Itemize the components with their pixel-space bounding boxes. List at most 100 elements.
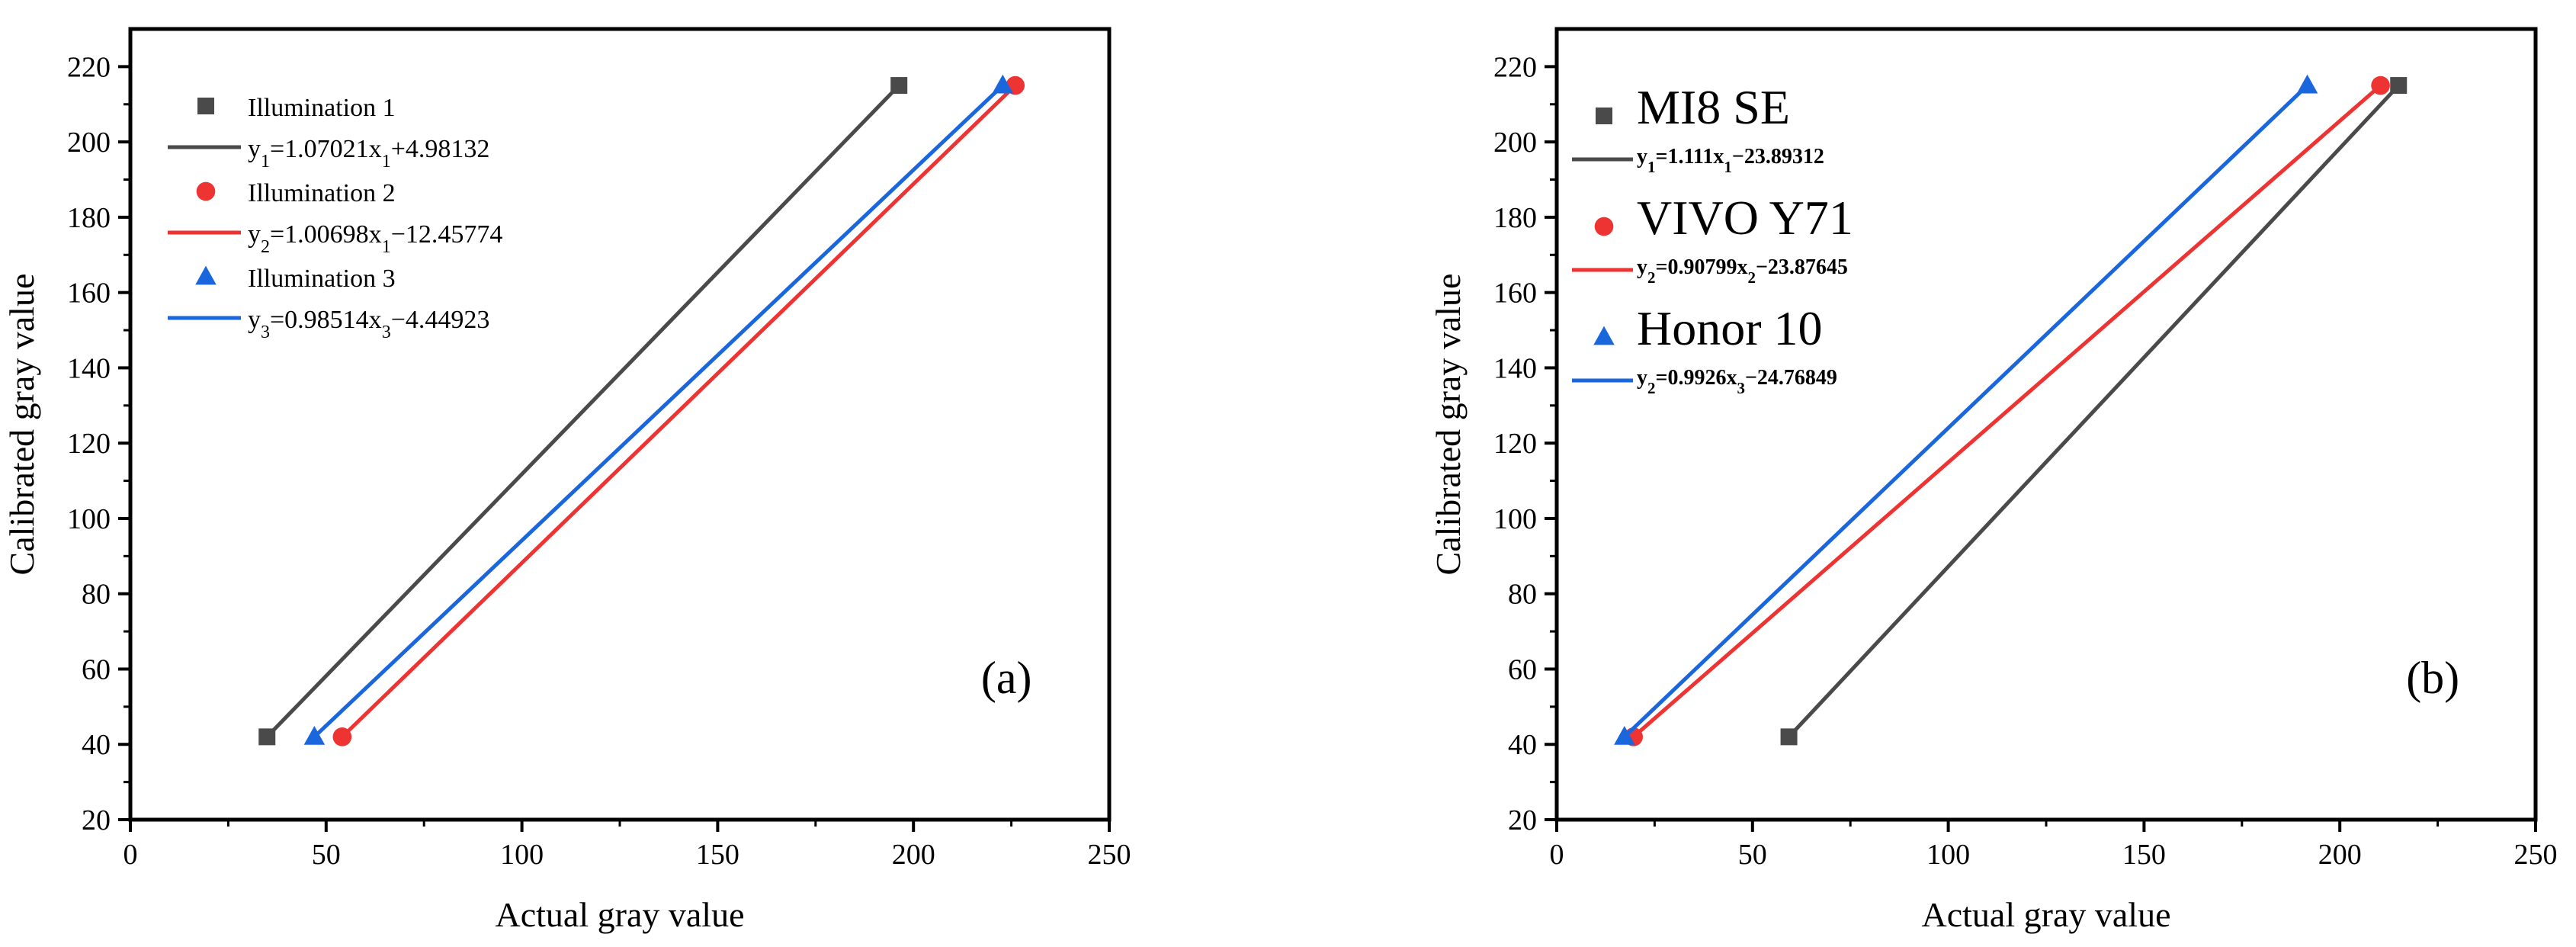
y-axis-label: Calibrated gray value	[2, 274, 41, 576]
equation-part: y	[248, 220, 261, 249]
equation-part: −4.44923	[391, 306, 490, 334]
equation-subscript: 1	[382, 152, 391, 172]
legend-marker	[196, 181, 216, 201]
y-tick-label: 80	[82, 579, 111, 611]
series-line	[341, 84, 1017, 739]
equation-part: −24.76849	[1745, 366, 1837, 390]
equation-part: y	[1637, 255, 1647, 279]
chart-panel-a: 0 50 100 150 200 250 20 40 60 80 100 120 140 160 180 20…	[2, 27, 1131, 934]
y-tick-label: 140	[67, 352, 111, 384]
data-point	[258, 728, 276, 746]
equation-part: y	[248, 135, 261, 163]
x-tick-label: 50	[1738, 839, 1767, 871]
x-axis-label: Actual gray value	[496, 895, 745, 934]
y-tick-label: 60	[82, 653, 111, 685]
legend-name: Illumination 1	[248, 94, 396, 122]
equation-part: −23.87645	[1756, 255, 1848, 279]
y-tick-label: 200	[67, 127, 111, 159]
legend-equation: y2=0.90799x2−23.87645	[1637, 255, 1848, 287]
equation-part: =1.00698x	[270, 220, 382, 249]
equation-subscript: 2	[1647, 379, 1656, 397]
legend-marker	[197, 98, 214, 114]
legend-equation: y2=0.9926x3−24.76849	[1637, 366, 1837, 397]
y-tick-label: 220	[1493, 51, 1537, 83]
data-point	[2371, 75, 2390, 95]
y-tick-label: 200	[1493, 127, 1537, 159]
equation-part: y	[248, 306, 261, 334]
equation-part: =1.111x	[1656, 145, 1724, 169]
y-tick-label: 160	[1493, 278, 1537, 310]
equation-part: =0.9926x	[1656, 366, 1737, 390]
x-tick-label: 100	[500, 839, 544, 871]
equation-part: y	[1637, 366, 1647, 390]
data-point	[2296, 74, 2318, 94]
y-tick-label: 80	[1508, 579, 1537, 611]
y-tick-label: 220	[67, 51, 111, 83]
y-tick-label: 140	[1493, 352, 1537, 384]
x-tick-label: 0	[1550, 839, 1564, 871]
legend-name: VIVO Y71	[1637, 191, 1853, 245]
equation-subscript: 3	[382, 323, 391, 342]
x-tick-label: 100	[1926, 839, 1970, 871]
x-tick-label: 250	[1088, 839, 1131, 871]
series-0	[258, 77, 908, 746]
legend-equation: y1=1.07021x1+4.98132	[248, 135, 489, 172]
equation-part: −23.89312	[1732, 145, 1824, 169]
y-tick-label: 20	[82, 804, 111, 836]
data-point	[1614, 726, 1635, 745]
legend-marker	[1594, 217, 1614, 236]
equation-subscript: 1	[382, 237, 391, 257]
data-point	[992, 74, 1014, 94]
legend-name: Illumination 2	[248, 179, 396, 207]
series-1	[332, 75, 1025, 746]
x-tick-label: 250	[2514, 839, 2558, 871]
series-2	[1614, 74, 2318, 745]
equation-part: =1.07021x	[270, 135, 382, 163]
x-tick-label: 50	[312, 839, 341, 871]
series-line	[1623, 84, 2309, 739]
series-line	[1632, 84, 2382, 739]
legend: Illumination 1y1=1.07021x1+4.98132Illumi…	[168, 94, 502, 342]
equation-subscript: 1	[1647, 158, 1656, 176]
panel-label: (b)	[2406, 653, 2459, 703]
data-point	[332, 727, 352, 746]
y-tick-label: 20	[1508, 804, 1537, 836]
equation-subscript: 3	[261, 323, 270, 342]
y-tick-label: 180	[1493, 202, 1537, 234]
y-tick-label: 40	[1508, 729, 1537, 761]
legend-name: Honor 10	[1637, 301, 1823, 355]
legend-marker	[195, 265, 217, 285]
y-tick-label: 180	[67, 202, 111, 234]
x-tick-label: 150	[696, 839, 739, 871]
data-point	[2390, 77, 2408, 95]
equation-subscript: 1	[261, 152, 270, 172]
x-tick-label: 150	[2122, 839, 2166, 871]
legend-equation: y2=1.00698x1−12.45774	[248, 220, 502, 257]
series-line	[1787, 84, 2401, 739]
equation-part: =0.98514x	[270, 306, 382, 334]
series-line	[265, 84, 900, 739]
legend-name: Illumination 3	[248, 265, 396, 293]
equation-subscript: 2	[1747, 268, 1756, 287]
equation-subscript: 2	[261, 237, 270, 257]
series-2	[303, 74, 1014, 745]
equation-subscript: 1	[1724, 158, 1732, 176]
legend-marker	[1593, 326, 1615, 345]
data-point	[1780, 728, 1798, 746]
y-tick-label: 40	[82, 729, 111, 761]
chart-panel-b: 0 50 100 150 200 250 20 40 60 80 100 120 140 160 180 20…	[1429, 27, 2558, 934]
equation-part: =0.90799x	[1656, 255, 1748, 279]
series-line	[313, 84, 1005, 739]
equation-subscript: 2	[1647, 268, 1656, 287]
legend-equation: y1=1.111x1−23.89312	[1637, 145, 1824, 176]
data-point	[890, 77, 908, 95]
legend-equation: y3=0.98514x3−4.44923	[248, 306, 489, 342]
x-tick-label: 200	[892, 839, 935, 871]
legend-marker	[1596, 108, 1612, 124]
equation-part: −12.45774	[391, 220, 503, 249]
equation-part: +4.98132	[391, 135, 490, 163]
series-0	[1780, 77, 2408, 746]
equation-subscript: 3	[1737, 379, 1745, 397]
